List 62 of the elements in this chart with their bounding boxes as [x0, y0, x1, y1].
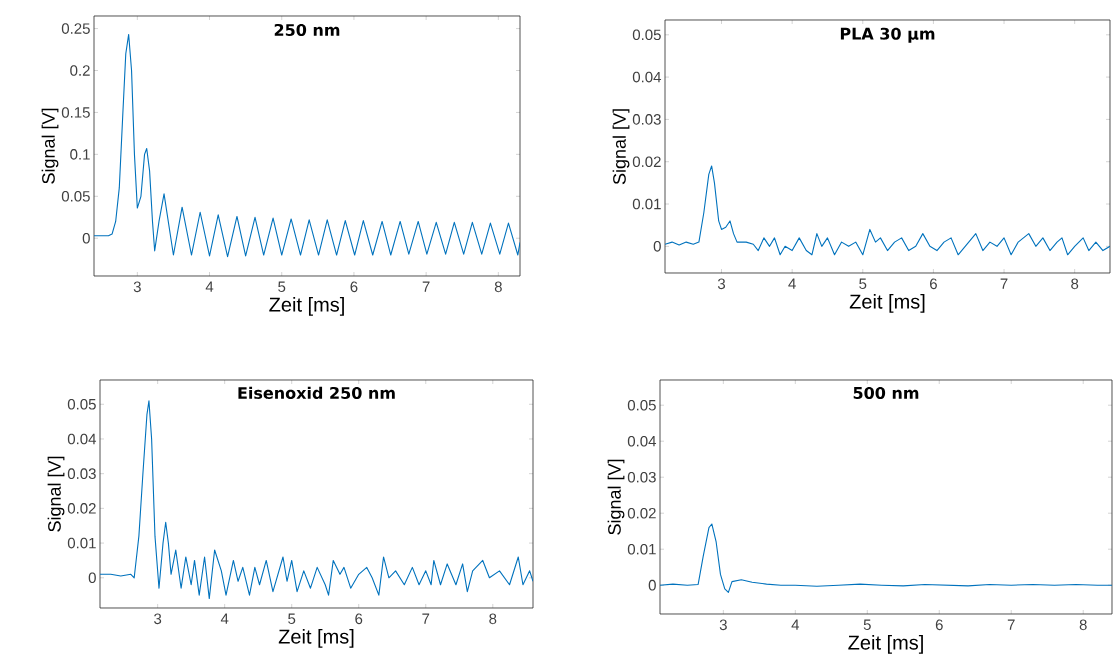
x-tick-label: 5 [859, 278, 867, 289]
x-tick-label: 6 [935, 619, 943, 631]
y-tick-label: 0.05 [67, 398, 96, 410]
x-tick-label: 7 [1000, 278, 1008, 289]
x-tick-label: 7 [422, 281, 430, 292]
x-tick-label: 4 [788, 278, 796, 289]
y-tick-label: 0.05 [61, 191, 90, 202]
y-axis-title: Signal [V] [47, 456, 65, 532]
y-tick-label: 0.02 [632, 156, 661, 168]
x-axis-title: Zeit [ms] [848, 635, 923, 654]
x-axis-title: Zeit [ms] [278, 629, 354, 648]
line-series [665, 165, 1110, 256]
y-tick-label: 0.1 [70, 149, 90, 160]
y-tick-label: 0.01 [632, 198, 661, 210]
line-series [100, 400, 533, 600]
x-tick-label: 4 [220, 613, 229, 624]
x-tick-label: 4 [205, 281, 214, 292]
x-tick-label: 4 [791, 619, 800, 630]
x-axis-title: Zeit [ms] [269, 297, 344, 316]
chart-title: Eisenoxid 250 nm [238, 386, 395, 400]
x-tick-label: 6 [355, 613, 363, 625]
x-tick-label: 3 [719, 619, 727, 631]
y-tick-label: 0 [82, 232, 90, 244]
y-tick-label: 0.01 [627, 543, 656, 555]
y-tick-label: 0.05 [632, 29, 661, 41]
x-tick-label: 8 [494, 281, 502, 293]
y-tick-label: 0 [648, 579, 656, 591]
y-tick-label: 0.25 [61, 23, 90, 34]
chart-title: PLA 30 µm [840, 27, 935, 43]
x-tick-label: 3 [133, 281, 141, 293]
chart-title: 250 nm [274, 23, 340, 37]
y-tick-label: 0.02 [67, 503, 96, 514]
x-tick-label: 8 [489, 613, 497, 625]
x-tick-label: 8 [1071, 278, 1079, 290]
x-axis-title: Zeit [ms] [849, 294, 925, 313]
x-tick-label: 5 [288, 613, 296, 624]
y-tick-label: 0.03 [632, 114, 661, 125]
y-tick-label: 0.03 [627, 471, 656, 483]
y-tick-label: 0.04 [632, 71, 662, 83]
y-tick-label: 0.04 [627, 435, 657, 447]
y-tick-label: 0.01 [67, 537, 96, 549]
x-tick-label: 7 [422, 613, 430, 624]
y-tick-label: 0.15 [61, 107, 90, 118]
y-tick-label: 0 [653, 241, 661, 252]
y-axis-title: Signal [V] [41, 108, 59, 184]
x-tick-label: 5 [278, 281, 286, 292]
x-tick-label: 3 [717, 278, 726, 290]
x-tick-label: 6 [930, 278, 937, 290]
x-tick-label: 7 [1007, 619, 1015, 630]
chart-title: 500 nm [853, 386, 919, 399]
y-axis-title: Signal [V] [607, 459, 625, 535]
y-axis-title: Signal [V] [612, 109, 630, 185]
y-tick-label: 0.03 [67, 468, 96, 479]
x-tick-label: 3 [154, 613, 162, 625]
y-tick-label: 0.02 [627, 507, 656, 519]
y-tick-label: 0.04 [67, 433, 97, 445]
y-tick-label: 0 [88, 572, 96, 584]
y-tick-label: 0.05 [627, 399, 656, 411]
y-tick-label: 0.2 [70, 65, 90, 76]
x-tick-label: 6 [350, 281, 358, 293]
x-tick-label: 5 [863, 619, 871, 630]
x-tick-label: 8 [1079, 619, 1087, 631]
